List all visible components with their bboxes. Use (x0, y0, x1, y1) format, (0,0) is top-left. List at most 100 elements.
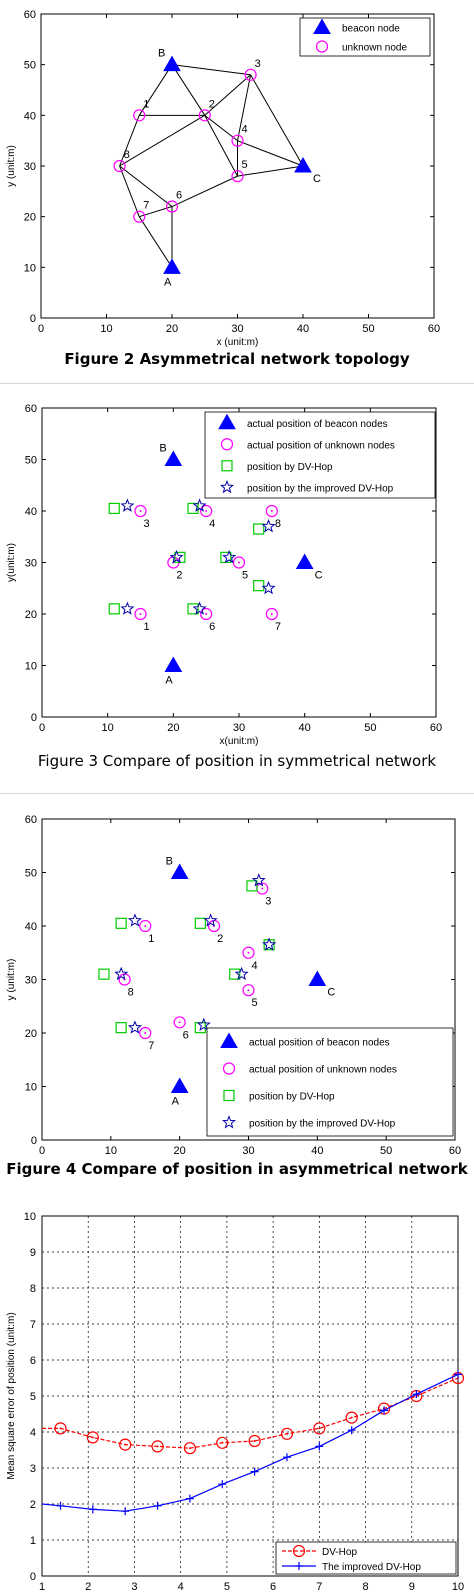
star-marker (262, 937, 277, 951)
node-label-B: B (166, 856, 173, 868)
marker-dot (59, 1427, 62, 1430)
legend-entry: DV-Hop (322, 1547, 357, 1558)
legend-triangle-marker (220, 1032, 238, 1048)
network-link (237, 74, 252, 141)
plus-marker (347, 1426, 356, 1435)
plus-marker (56, 1501, 65, 1510)
symmetric-position-chart: 0 10 20 30 40 50 60 0 10 20 30 40 50 60 x(unit:m) y(uni… (6, 403, 442, 747)
figure-caption: Figure 2 Asymmetrical network topology (64, 350, 410, 368)
node-label-6: 6 (176, 190, 182, 202)
node-label-8: 8 (275, 518, 281, 530)
y-tick-label: 30 (24, 161, 36, 173)
marker-dot (144, 1032, 147, 1034)
triangle-marker (164, 450, 183, 466)
circle-marker (265, 504, 278, 518)
marker-dot (205, 613, 208, 615)
star-marker (234, 966, 249, 981)
y-tick-label: 9 (30, 1247, 36, 1259)
marker-dot (261, 887, 264, 890)
x-tick-label: 8 (362, 1581, 368, 1593)
y-tick-label: 60 (25, 403, 37, 415)
circle-marker (54, 1422, 67, 1435)
legend-entry: position by the improved DV-Hop (247, 483, 394, 494)
star-marker (251, 873, 266, 887)
y-tick-label: 50 (25, 455, 37, 467)
x-tick-label: 3 (131, 1581, 137, 1593)
marker-dot (318, 1427, 321, 1430)
circle-marker (345, 1411, 358, 1424)
square-marker (253, 523, 265, 535)
y-tick-label: 7 (30, 1319, 36, 1331)
marker-dot (247, 989, 250, 992)
y-tick-label: 2 (30, 1499, 36, 1511)
legend-entry: position by the improved DV-Hop (249, 1119, 396, 1130)
circle-marker (242, 946, 255, 959)
y-tick-label: 20 (24, 212, 36, 224)
y-tick-label: 30 (25, 975, 37, 987)
node-label-7: 7 (148, 1040, 154, 1052)
y-tick-label: 10 (25, 1082, 37, 1094)
square-marker (187, 502, 199, 515)
network-link (171, 64, 251, 76)
triangle-marker (170, 863, 189, 879)
x-axis-label: x(unit:m) (220, 736, 259, 747)
x-tick-label: 10 (102, 722, 114, 734)
legend-box (275, 1541, 457, 1575)
legend-entry: beacon node (342, 24, 400, 35)
circle-marker (265, 607, 278, 621)
x-tick-label: 2 (85, 1581, 91, 1593)
legend-entry: unknown node (342, 43, 407, 54)
marker-dot (253, 1440, 256, 1442)
y-tick-label: 40 (25, 506, 37, 518)
network-link (171, 64, 206, 116)
x-tick-label: 40 (299, 722, 311, 734)
figure-3-panel: 0 10 20 30 40 50 60 0 10 20 30 40 50 60 x(unit:m) y(uni… (0, 395, 474, 785)
legend-circle-marker (315, 40, 329, 53)
star-marker (127, 913, 142, 927)
network-link (171, 175, 238, 207)
network-link (119, 114, 206, 167)
legend-entry: actual position of beacon nodes (249, 1038, 390, 1049)
y-tick-label: 0 (30, 1571, 36, 1583)
square-marker (108, 603, 120, 615)
star-marker (169, 549, 184, 564)
legend-entry: actual position of unknown nodes (249, 1065, 397, 1076)
plus-marker (121, 1507, 130, 1516)
y-tick-label: 6 (30, 1355, 36, 1367)
node-label-A: A (172, 1096, 180, 1108)
node-label-5: 5 (242, 159, 248, 171)
node-label-2: 2 (217, 933, 223, 945)
x-tick-label: 30 (231, 323, 243, 335)
plus-marker (454, 1370, 462, 1379)
square-marker (253, 580, 265, 592)
node-label-8: 8 (124, 149, 130, 161)
divider (0, 793, 474, 794)
circle-marker (134, 504, 147, 518)
marker-dot (270, 510, 273, 512)
figure-caption: Figure 4 Compare of position in asymmetr… (6, 1160, 468, 1178)
legend-entry: actual position of unknown nodes (247, 440, 395, 451)
legend-entry: The improved DV-Hop (322, 1562, 421, 1573)
node-label-B: B (158, 48, 165, 60)
node-label-4: 4 (252, 960, 258, 972)
plus-marker (282, 1453, 291, 1462)
x-tick-label: 10 (452, 1581, 464, 1593)
y-tick-label: 60 (24, 9, 36, 21)
node-label-C: C (313, 173, 321, 185)
x-tick-label: 6 (270, 1581, 276, 1593)
circle-marker (139, 1026, 152, 1040)
y-tick-label: 10 (24, 262, 36, 274)
plus-marker (250, 1467, 259, 1476)
y-tick-label: 50 (24, 60, 36, 72)
x-tick-label: 0 (39, 1145, 45, 1157)
y-tick-label: 40 (24, 110, 36, 122)
plus-marker (218, 1480, 227, 1489)
star-marker (127, 1020, 142, 1034)
circle-marker (119, 1438, 132, 1451)
circle-marker (231, 170, 244, 183)
y-tick-label: 40 (25, 921, 37, 933)
circle-marker (173, 1016, 186, 1029)
circle-marker (183, 1442, 197, 1455)
node-label-C: C (327, 987, 335, 999)
